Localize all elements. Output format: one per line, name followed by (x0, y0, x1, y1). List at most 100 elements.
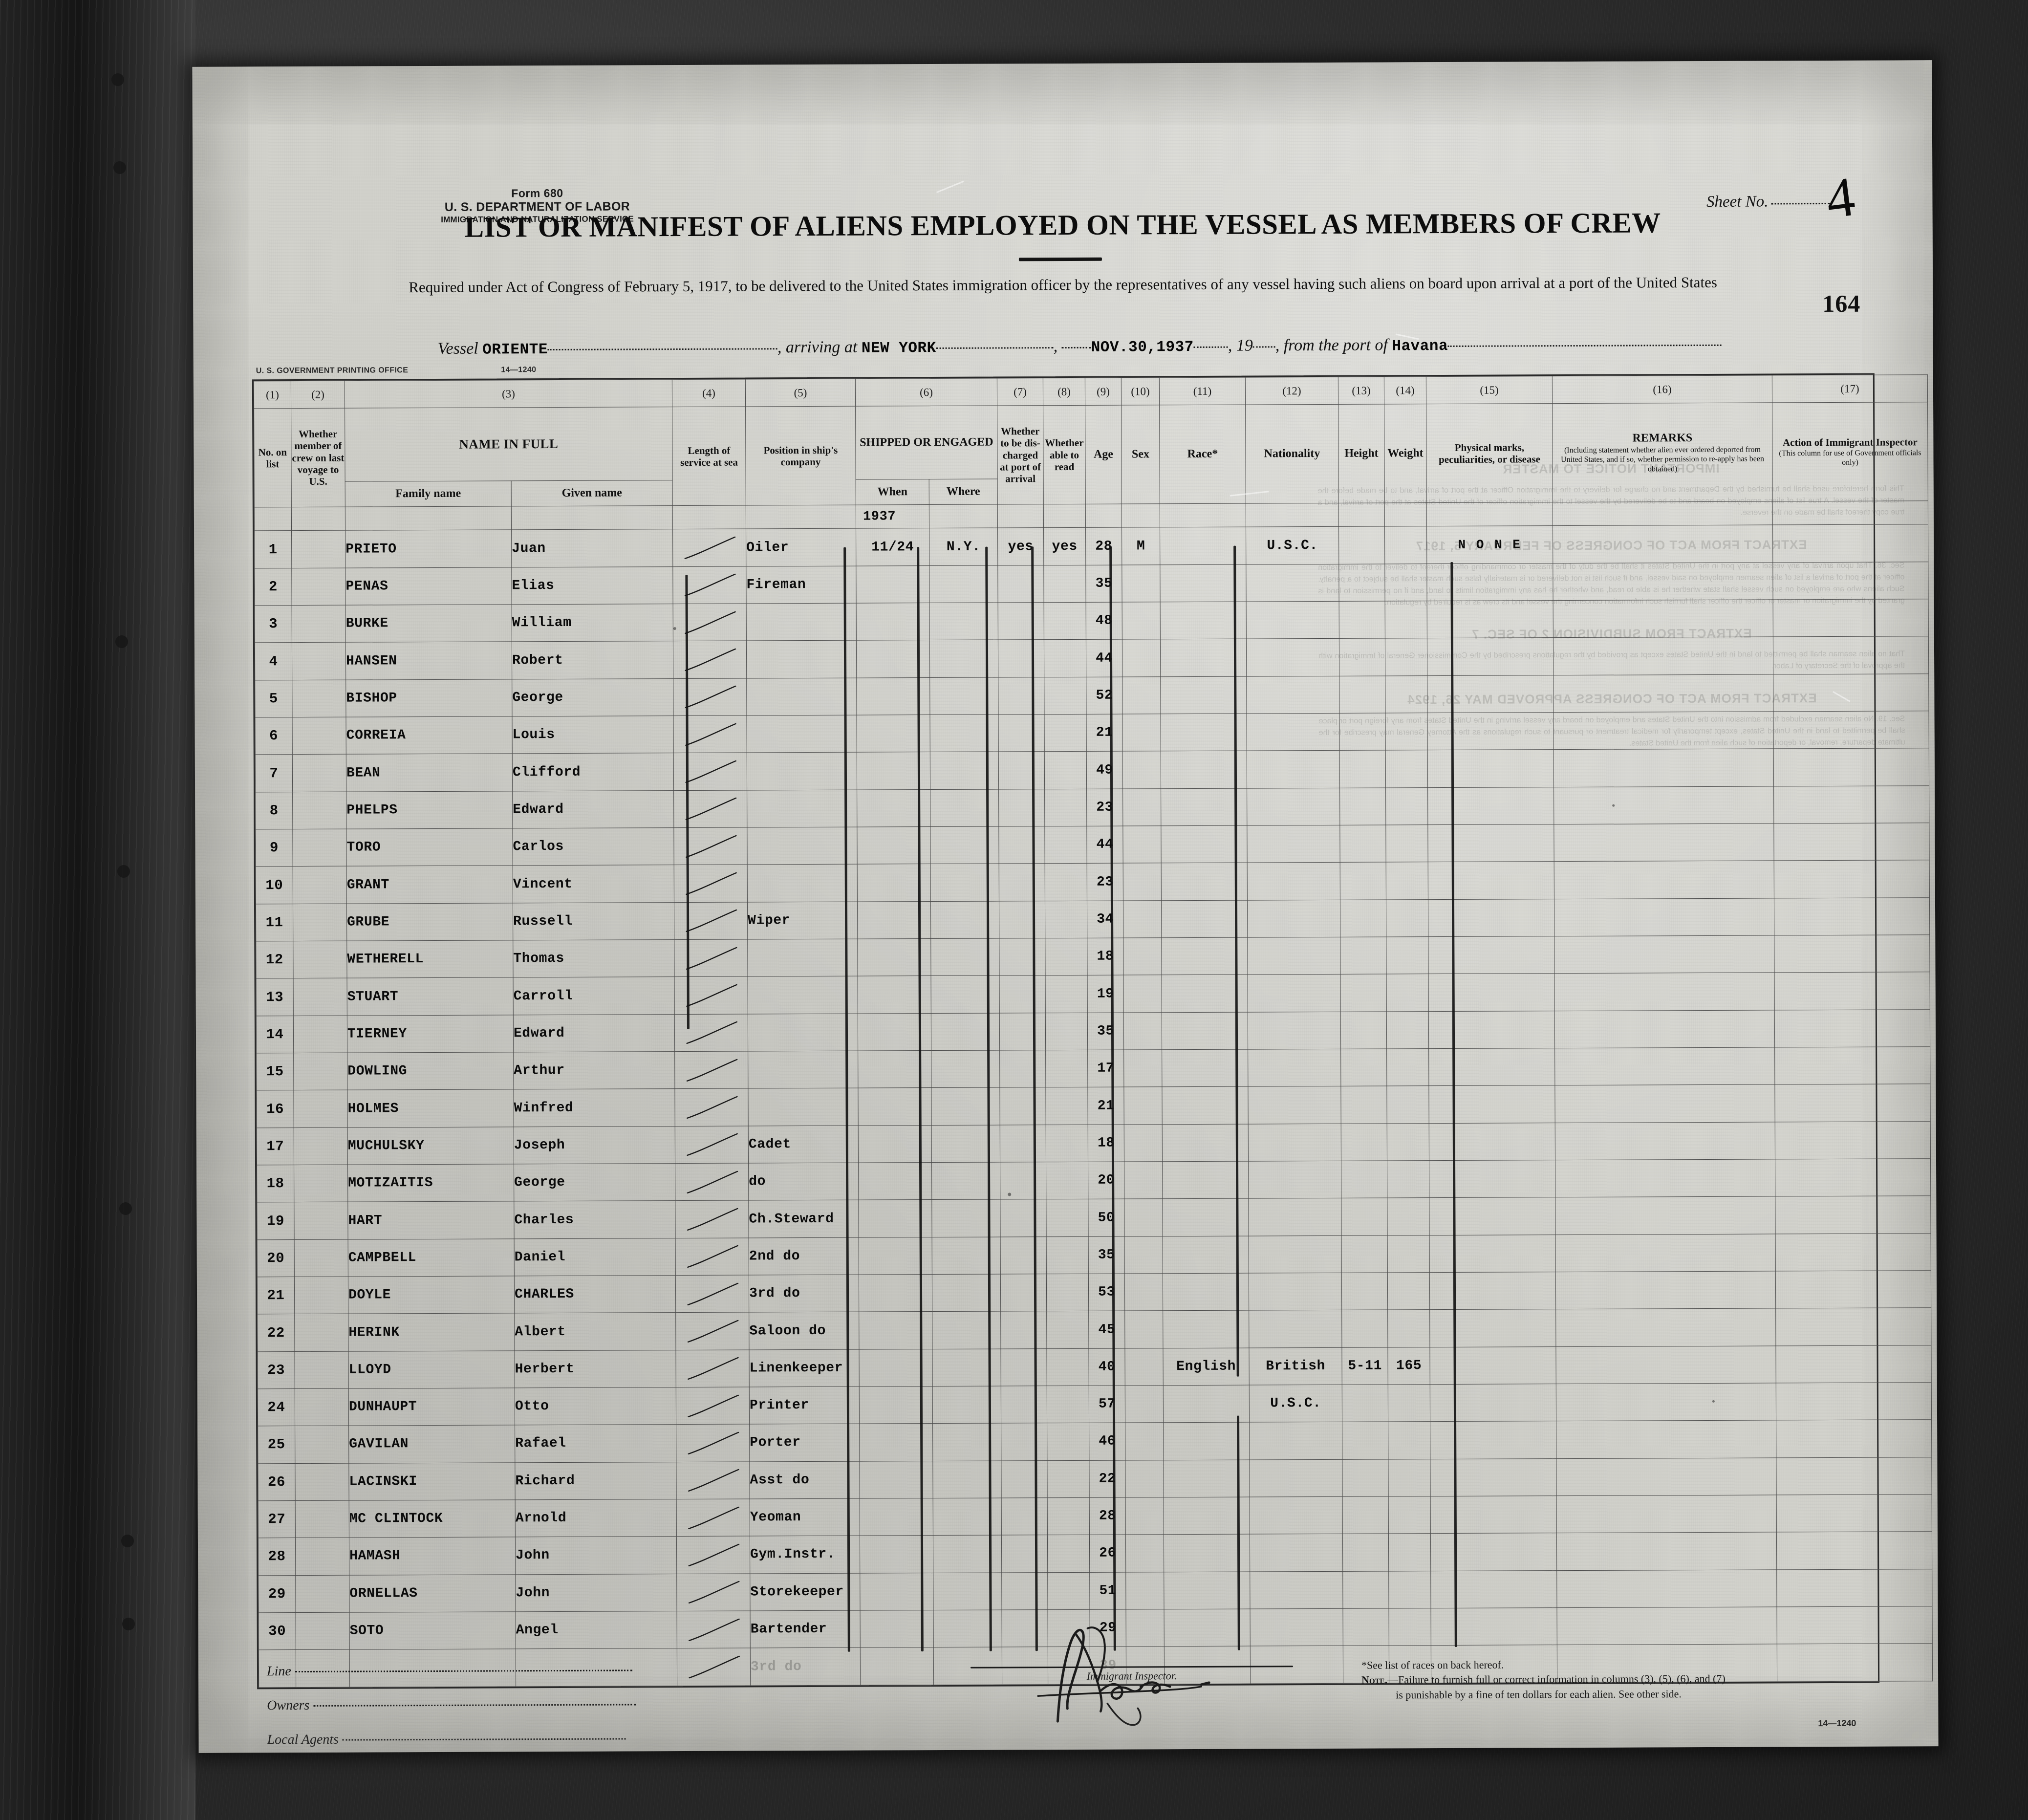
table-row[interactable]: 26 LACINSKI Richard Asst do 22 (258, 1457, 1932, 1501)
cell-discharged (997, 565, 1044, 603)
table-row[interactable]: 7 BEAN Clifford 49 (255, 748, 1929, 792)
cell-sex (1122, 751, 1161, 789)
cell-physical-marks (1430, 1495, 1557, 1534)
cell-able-to-read (1046, 1162, 1088, 1200)
cell-height (1340, 1086, 1387, 1124)
cell-remarks (1553, 712, 1774, 750)
cell-length-of-service (672, 529, 746, 567)
cell-able-to-read (1047, 1460, 1090, 1498)
cell-family-name: SOTO (349, 1611, 516, 1650)
cell-sex (1123, 1012, 1162, 1050)
cell-sex (1122, 825, 1162, 864)
table-row[interactable]: 11 GRUBE Russell Wiper 34 (256, 897, 1930, 941)
table-row[interactable]: 28 HAMASH John Gym.Instr. 26 (258, 1532, 1932, 1576)
col-title-race: Race* (1159, 405, 1246, 504)
table-row[interactable]: 4 HANSEN Robert 44 (255, 636, 1929, 680)
cell-sex (1123, 863, 1162, 901)
col-num-12: (12) (1245, 377, 1338, 405)
cell-no: 29 (258, 1575, 296, 1613)
cell-member-last-voyage (292, 754, 346, 792)
cell-action-inspector (1774, 934, 1930, 973)
table-row[interactable]: 8 PHELPS Edward 23 (255, 785, 1929, 829)
table-row[interactable]: 5 BISHOP George 52 (255, 673, 1929, 717)
cell-able-to-read (1046, 1311, 1089, 1349)
cell-age: 44 (1086, 639, 1122, 677)
cell-no: 9 (255, 829, 293, 867)
cell-height (1340, 937, 1387, 975)
table-row[interactable]: 30 SOTO Angel Bartender 29 (259, 1606, 1933, 1650)
cell-discharged (999, 1050, 1046, 1088)
table-row[interactable]: 9 TORO Carlos 44 (255, 823, 1930, 867)
cell-member-last-voyage (292, 717, 346, 755)
cell-nationality (1248, 1086, 1341, 1124)
table-row[interactable]: 19 HART Charles Ch.Steward 50 (257, 1196, 1931, 1240)
cell-weight (1387, 1309, 1430, 1347)
vessel-fill-line (547, 348, 777, 351)
cell-height (1343, 1608, 1389, 1646)
note-body: —Failure to furnish full or correct info… (1387, 1672, 1726, 1686)
table-row[interactable]: 23 LLOYD Herbert Linenkeeper 40 English Britis… (257, 1345, 1932, 1389)
table-row[interactable]: 27 MC CLINTOCK Arnold Yeoman 28 (258, 1494, 1932, 1538)
cell-age: 21 (1087, 1087, 1124, 1125)
table-row[interactable]: 20 CAMPBELL Daniel 2nd do 35 (257, 1233, 1931, 1277)
cell-discharged (998, 640, 1044, 677)
cell-discharged (1000, 1162, 1046, 1200)
table-row[interactable]: 21 DOYLE CHARLES 3rd do 53 (257, 1270, 1931, 1315)
cell-nationality (1249, 1422, 1342, 1460)
manifest-page: IMPORTANT NOTICE TO MASTER This form her… (192, 60, 1939, 1753)
service-slash-mark (683, 945, 738, 972)
cell-remarks (1555, 1159, 1775, 1198)
table-row[interactable]: 3 BURKE William 48 (255, 599, 1929, 643)
cell-position: Ch.Steward (748, 1200, 859, 1238)
cell-action-inspector (1775, 1121, 1931, 1159)
table-row[interactable]: 10 GRANT Vincent 23 (256, 860, 1930, 904)
cell-family-name: WETHERELL (346, 940, 514, 978)
owners-dotted-field[interactable] (313, 1704, 636, 1707)
cell-action-inspector (1773, 711, 1929, 749)
table-row[interactable]: 29 ORNELLAS John Storekeeper 51 (258, 1569, 1933, 1613)
table-row[interactable]: 6 CORREIA Louis 21 (255, 711, 1929, 755)
cell-physical-marks (1428, 899, 1554, 937)
cell-remarks (1553, 600, 1773, 638)
cell-sex (1124, 1161, 1163, 1199)
service-slash-mark (685, 1430, 740, 1456)
table-row[interactable]: 12 WETHERELL Thomas 18 (256, 934, 1930, 979)
cell-nationality: U.S.C. (1249, 1385, 1342, 1423)
col-num-4: (4) (672, 379, 746, 408)
spacer-cell (997, 504, 1044, 528)
cell-remarks (1553, 786, 1774, 824)
cell-nationality (1247, 937, 1341, 975)
cell-age: 45 (1088, 1311, 1125, 1348)
cell-nationality (1246, 676, 1340, 714)
cell-remarks (1553, 637, 1773, 675)
cell-weight (1385, 824, 1428, 863)
local-agents-dotted-field[interactable] (343, 1738, 626, 1741)
cell-physical-marks (1428, 974, 1555, 1012)
table-row[interactable]: 15 DOWLING Arthur 17 (256, 1046, 1930, 1091)
cell-able-to-read (1047, 1348, 1089, 1386)
table-row[interactable]: 18 MOTIZAITIS George do 20 (257, 1158, 1931, 1203)
cell-given-name: Rafael (515, 1424, 676, 1463)
cell-remarks (1554, 861, 1774, 899)
table-row[interactable]: 24 DUNHAUPT Otto Printer 57 U.S.C. (258, 1382, 1932, 1427)
table-row[interactable]: 16 HOLMES Winfred 21 (256, 1084, 1931, 1128)
cell-able-to-read (1047, 1572, 1090, 1610)
table-row[interactable]: 22 HERINK Albert Saloon do 45 (257, 1308, 1931, 1352)
table-row[interactable]: 25 GAVILAN Rafael Porter 46 (258, 1420, 1932, 1464)
cell-given-name: Thomas (513, 939, 675, 978)
cell-nationality (1247, 825, 1340, 863)
cell-given-name: Arthur (513, 1051, 675, 1090)
cell-height (1339, 825, 1386, 863)
table-row[interactable]: 17 MUCHULSKY Joseph Cadet 18 (257, 1121, 1931, 1165)
spacer-cell (511, 506, 673, 530)
table-row[interactable]: 13 STUART Carroll 19 (256, 972, 1930, 1016)
cell-sex (1126, 1609, 1165, 1647)
line-dotted-field[interactable] (295, 1669, 632, 1673)
table-row[interactable]: 2 PENAS Elias Fireman 35 (254, 562, 1929, 606)
table-row[interactable]: 14 TIERNEY Edward 35 (256, 1009, 1930, 1053)
cell-position: 2nd do (749, 1237, 859, 1276)
table-row[interactable]: 1 PRIETO Juan Oiler 11/24 N.Y. yes yes 28 M U.S.C.… (254, 524, 1928, 568)
cell-family-name: PENAS (345, 567, 512, 606)
cell-action-inspector (1776, 1457, 1932, 1495)
cell-able-to-read (1045, 938, 1088, 976)
